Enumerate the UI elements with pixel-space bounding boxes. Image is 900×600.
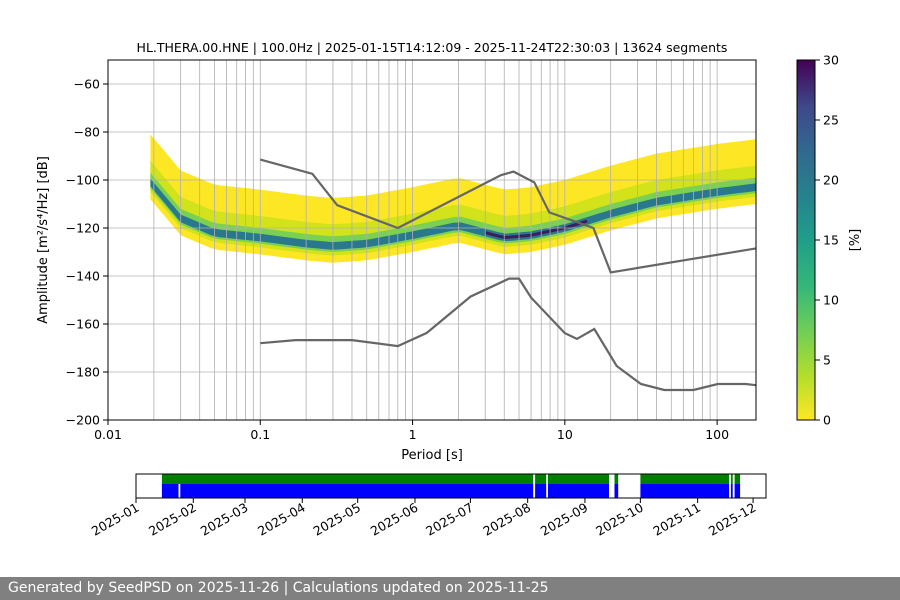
date-tick-label: 2025-03 (198, 500, 251, 539)
grid-lines (108, 60, 756, 420)
colorbar-tick-label: 15 (823, 233, 839, 248)
availability-segment (535, 474, 547, 484)
date-tick-label: 2025-12 (706, 500, 759, 539)
processed-segment (730, 484, 733, 498)
colorbar-gradient (796, 59, 816, 421)
date-tick-label: 2025-11 (650, 500, 703, 539)
processed-segment (161, 484, 179, 498)
psd-band-mid (150, 160, 756, 256)
date-tick-label: 2025-05 (310, 500, 363, 539)
x-tick-label: 10 (557, 427, 573, 442)
processed-segment (180, 484, 534, 498)
colorbar-ticks: 0 5 10 15 20 25 30 (815, 53, 839, 428)
x-tick-label: 0.1 (250, 427, 270, 442)
colorbar-tick-label: 30 (823, 53, 839, 68)
y-tick-label: −160 (66, 317, 100, 332)
psd-band-inner (150, 172, 756, 252)
date-tick-label: 2025-09 (538, 500, 591, 539)
date-tick-label: 2025-04 (255, 500, 308, 539)
availability-segment (548, 474, 609, 484)
date-tick-label: 2025-10 (593, 500, 646, 539)
x-tick-label: 100 (705, 427, 729, 442)
date-tick-label: 2025-08 (480, 500, 533, 539)
availability-segment (734, 474, 741, 484)
date-tick-label: 2025-01 (89, 500, 142, 539)
psd-plot-area: 0.01 0.1 1 10 100 −60 −80 −100 −120 −140 −160 −180… (36, 59, 757, 463)
date-tick-label: 2025-06 (368, 500, 421, 539)
availability-segment (614, 474, 619, 484)
availability-segment (640, 474, 730, 484)
colorbar: 0 5 10 15 20 25 30 [%] (796, 53, 863, 428)
nhnm-line (260, 158, 756, 274)
y-tick-label: −200 (66, 413, 100, 428)
y-tick-label: −180 (66, 365, 100, 380)
colorbar-label: [%] (848, 229, 863, 252)
plot-frame (107, 59, 757, 421)
y-tick-label: −100 (66, 173, 100, 188)
availability-segment (161, 474, 534, 484)
psd-band-peak (484, 219, 588, 240)
noise-model-lines (260, 158, 756, 392)
y-tick-label: −140 (66, 269, 100, 284)
colorbar-tick-label: 10 (823, 293, 839, 308)
processed-segment (535, 484, 547, 498)
x-axis-label: Period [s] (401, 448, 463, 463)
footer-text: Generated by SeedPSD on 2025-11-26 | Cal… (0, 577, 900, 600)
availability-segment (730, 474, 733, 484)
processed-segment (640, 484, 730, 498)
y-axis: −60 −80 −100 −120 −140 −160 −180 −200 (66, 77, 108, 428)
processed-segment (548, 484, 609, 498)
chart-title: HL.THERA.00.HNE | 100.0Hz | 2025-01-15T1… (137, 40, 728, 55)
psd-figure: HL.THERA.00.HNE | 100.0Hz | 2025-01-15T1… (36, 40, 863, 539)
availability-segments (161, 474, 741, 498)
y-tick-label: −80 (74, 125, 100, 140)
x-tick-label: 1 (409, 427, 417, 442)
date-tick-label: 2025-02 (146, 500, 199, 539)
colorbar-tick-label: 0 (823, 413, 831, 428)
availability-frame (135, 473, 767, 499)
y-axis-label: Amplitude [m²/s⁴/Hz] [dB] (36, 156, 51, 324)
colorbar-tick-label: 25 (823, 113, 839, 128)
colorbar-tick-label: 20 (823, 173, 839, 188)
y-tick-label: −60 (74, 77, 100, 92)
x-axis: 0.01 0.1 1 10 100 (94, 420, 729, 442)
date-tick-label: 2025-07 (423, 500, 476, 539)
colorbar-tick-label: 5 (823, 353, 831, 368)
processed-segment (614, 484, 619, 498)
y-tick-label: −120 (66, 221, 100, 236)
processed-segment (734, 484, 741, 498)
nlnm-line (260, 277, 756, 392)
x-tick-label: 0.01 (94, 427, 122, 442)
